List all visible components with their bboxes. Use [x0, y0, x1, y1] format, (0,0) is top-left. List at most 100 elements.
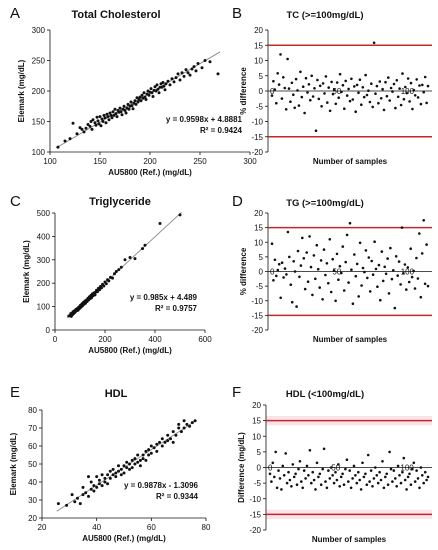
data-point: [106, 115, 110, 119]
data-point: [423, 75, 427, 79]
data-point: [162, 84, 166, 88]
y-tick-label: 100: [32, 148, 46, 157]
data-point: [143, 95, 147, 99]
data-point: [316, 78, 319, 82]
x-tick-label: 60: [147, 523, 156, 532]
data-point: [112, 113, 116, 117]
data-point: [93, 121, 97, 125]
data-point: [91, 118, 95, 122]
data-point: [319, 483, 323, 487]
data-point: [309, 98, 312, 102]
data-point: [156, 87, 160, 91]
data-point: [345, 233, 349, 237]
data-point: [358, 478, 362, 482]
data-point: [296, 249, 300, 253]
data-point: [71, 121, 75, 125]
data-point: [170, 77, 174, 81]
data-point: [371, 105, 375, 109]
data-point: [305, 464, 309, 468]
data-point: [372, 41, 376, 45]
data-point: [310, 481, 313, 485]
data-point: [97, 478, 101, 482]
data-point: [392, 269, 395, 272]
data-point: [351, 98, 355, 101]
y-tick-label: 10: [254, 57, 263, 66]
data-point: [311, 95, 315, 98]
data-point: [176, 72, 180, 76]
data-point: [407, 280, 411, 284]
regression-equation: y = 0.985x + 4.489: [130, 293, 198, 302]
data-point: [154, 89, 158, 93]
data-point: [413, 94, 417, 97]
panel-label: B: [232, 5, 242, 22]
data-point: [374, 267, 378, 271]
data-point: [144, 98, 148, 101]
data-point: [375, 474, 379, 477]
data-point: [114, 471, 118, 475]
data-point: [122, 464, 126, 468]
data-point: [399, 103, 403, 107]
data-point: [104, 121, 108, 125]
regression-equation: y = 0.9878x - 1.3096: [124, 481, 199, 490]
data-point: [304, 76, 308, 80]
data-point: [105, 112, 109, 116]
y-tick-label: 20: [28, 514, 37, 523]
data-point: [125, 466, 129, 470]
data-point: [361, 461, 364, 465]
y-tick-label: 0: [259, 268, 264, 277]
y-tick-label: 100: [37, 303, 51, 312]
y-tick-label: -5: [256, 282, 264, 291]
x-tick-label: 200: [98, 335, 112, 344]
data-point: [119, 265, 123, 269]
data-point: [155, 449, 159, 453]
data-point: [349, 486, 353, 490]
data-point: [425, 478, 428, 482]
data-point: [292, 475, 296, 479]
data-point: [312, 254, 316, 257]
data-point: [350, 77, 353, 81]
data-point: [321, 298, 324, 301]
data-point: [114, 270, 118, 273]
data-point: [65, 503, 69, 507]
data-point: [415, 469, 418, 472]
data-point: [354, 110, 358, 113]
y-axis-label: Elemark (mg/dL): [9, 432, 18, 495]
data-point: [171, 440, 175, 444]
data-point: [351, 477, 354, 480]
data-point: [117, 268, 121, 272]
y-tick-label: 300: [37, 256, 51, 265]
x-axis-label: AU5800 (Ref.) (mg/dL): [108, 168, 192, 177]
data-point: [171, 430, 175, 434]
data-point: [284, 108, 288, 111]
r-squared: R² = 0.9344: [156, 492, 199, 501]
data-point: [309, 265, 313, 269]
data-point: [272, 79, 275, 83]
data-point: [102, 284, 106, 288]
data-point: [334, 470, 337, 474]
data-point: [310, 74, 314, 78]
data-point: [331, 257, 335, 261]
data-point: [335, 81, 339, 84]
data-point: [98, 288, 101, 292]
data-point: [288, 255, 291, 259]
data-point: [379, 478, 383, 482]
data-point: [151, 95, 155, 98]
data-point: [282, 76, 285, 79]
data-point: [109, 113, 113, 117]
data-point: [308, 449, 312, 452]
data-point: [89, 487, 93, 491]
data-point: [404, 85, 407, 89]
data-point: [423, 282, 427, 286]
y-axis-label: Difference (mg/dL): [237, 432, 246, 503]
data-point: [418, 232, 421, 235]
data-point: [334, 102, 338, 106]
data-point: [362, 95, 366, 99]
data-point: [380, 250, 384, 253]
data-point: [418, 84, 421, 87]
data-point: [106, 482, 110, 486]
data-point: [421, 83, 424, 87]
data-point: [166, 79, 170, 83]
data-point: [114, 112, 118, 116]
data-point: [345, 458, 349, 462]
data-point: [271, 461, 275, 465]
